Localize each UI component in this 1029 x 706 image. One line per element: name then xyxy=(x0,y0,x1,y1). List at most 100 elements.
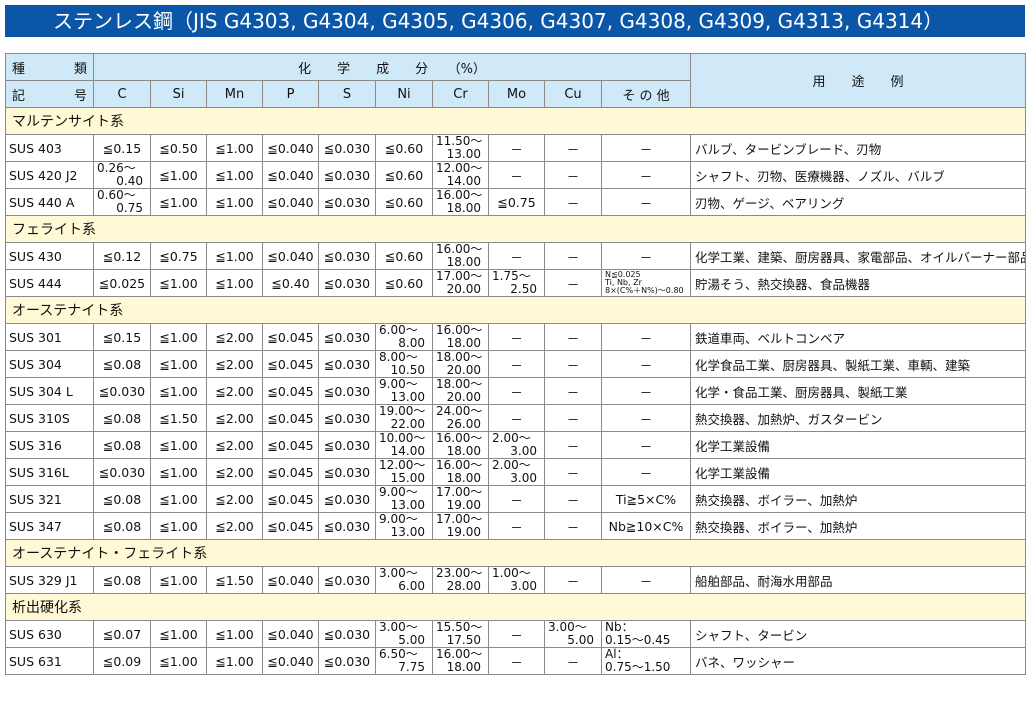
value-cell: ≦0.030 xyxy=(318,377,376,405)
table-row: SUS 310S ≦0.08 ≦1.50 ≦2.00 ≦0.045 ≦0.030 19.00… xyxy=(5,404,1027,432)
grade-cell: SUS 316 xyxy=(5,431,94,459)
range-max: 3.00 xyxy=(510,471,537,485)
range-min: Nb： xyxy=(605,620,634,634)
grade-cell: SUS 321 xyxy=(5,485,94,513)
value-cell: ≦2.00 xyxy=(206,512,263,540)
range-min: 3.00～ xyxy=(379,620,418,634)
value-cell: ≦0.030 xyxy=(318,485,376,513)
range-value: 10.00～ 14.00 xyxy=(379,433,429,458)
grade-cell: SUS 444 xyxy=(5,269,94,297)
note-cell: N≦0.025 Ti, Nb, Zr 8×(C%＋N%)～0.80 xyxy=(600,269,692,297)
range-value: 17.00～ 20.00 xyxy=(436,271,485,296)
range-cell: 19.00～ 22.00 xyxy=(375,404,433,432)
column-header-Cr: Cr xyxy=(432,80,489,108)
range-max: 18.00 xyxy=(446,201,481,215)
table-row: SUS 329 J1 ≦0.08 ≦1.00 ≦1.50 ≦0.040 ≦0.030 3.0… xyxy=(5,566,1027,594)
value-cell: ≦0.025 xyxy=(93,269,151,297)
value-cell: ≦0.030 xyxy=(318,269,376,297)
value-cell: ≦1.00 xyxy=(206,647,263,675)
value-cell: ≦1.00 xyxy=(206,620,263,648)
value-cell: － xyxy=(488,242,545,270)
column-header-Ni: Ni xyxy=(375,80,433,108)
table-row: SUS 420 J2 0.26～ 0.40 ≦1.00 ≦1.00 ≦0.040 ≦0.03… xyxy=(5,161,1027,189)
value-cell: － xyxy=(488,161,545,189)
value-cell: ≦0.030 xyxy=(318,188,376,216)
range-cell: 23.00～ 28.00 xyxy=(432,566,489,594)
grade-cell: SUS 430 xyxy=(5,242,94,270)
value-cell: ≦1.00 xyxy=(150,431,207,459)
value-cell: ≦1.00 xyxy=(206,161,263,189)
range-min: 0.60～ xyxy=(97,188,136,202)
range-cell: 9.00～ 13.00 xyxy=(375,485,433,513)
range-cell: 15.50～ 17.50 xyxy=(432,620,489,648)
value-cell: － xyxy=(600,377,692,405)
grade-label: 記 xyxy=(12,88,26,104)
value-cell: ≦0.15 xyxy=(93,134,151,162)
value-cell: ≦1.00 xyxy=(150,269,207,297)
range-cell: 2.00～ 3.00 xyxy=(488,431,545,459)
section-row: マルテンサイト系 xyxy=(4,107,1027,135)
table-row: SUS 630 ≦0.07 ≦1.00 ≦1.00 ≦0.040 ≦0.030 3.00～ 5… xyxy=(5,620,1027,648)
value-cell: － xyxy=(488,350,545,378)
range-cell: Al： 0.75～1.50 xyxy=(600,647,692,675)
range-max: 18.00 xyxy=(446,444,481,458)
value-cell: ≦0.030 xyxy=(318,566,376,594)
range-max: 28.00 xyxy=(446,579,481,593)
value-cell: ≦0.12 xyxy=(93,242,151,270)
value-cell: ≦0.75 xyxy=(488,188,545,216)
value-cell: － xyxy=(544,377,602,405)
range-max: 20.00 xyxy=(446,390,481,404)
grade-cell: SUS 316L xyxy=(5,458,94,486)
value-cell: ≦0.08 xyxy=(93,350,151,378)
note-line: Ti, Nb, Zr xyxy=(605,278,642,287)
range-min: 18.00～ xyxy=(436,377,483,391)
value-cell: ≦0.045 xyxy=(262,404,319,432)
value-cell: ≦1.00 xyxy=(206,134,263,162)
section-title: オーステナイト・フェライト系 xyxy=(4,539,1027,567)
value-cell: － xyxy=(600,161,692,189)
range-max: 18.00 xyxy=(446,255,481,269)
value-cell: ≦0.045 xyxy=(262,485,319,513)
value-cell: ≦0.030 xyxy=(318,647,376,675)
range-min: 19.00～ xyxy=(379,404,426,418)
range-cell: 18.00～ 20.00 xyxy=(432,350,489,378)
range-value: 1.00～ 3.00 xyxy=(492,568,541,593)
range-cell: Nb： 0.15～0.45 xyxy=(600,620,692,648)
value-cell: － xyxy=(544,134,602,162)
grade-cell: SUS 304 xyxy=(5,350,94,378)
range-value: 16.00～ 18.00 xyxy=(436,649,485,674)
value-cell: ≦0.030 xyxy=(318,458,376,486)
value-cell: － xyxy=(544,161,602,189)
value-cell: － xyxy=(488,404,545,432)
use-cell: バルブ、タービンブレード、刃物 xyxy=(690,134,1027,162)
grade-cell: SUS 420 J2 xyxy=(5,161,94,189)
range-value: 9.00～ 13.00 xyxy=(379,379,429,404)
grade-cell: SUS 630 xyxy=(5,620,94,648)
value-cell: ≦0.40 xyxy=(262,269,319,297)
range-value: 24.00～ 26.00 xyxy=(436,406,485,431)
range-value: 16.00～ 18.00 xyxy=(436,460,485,485)
range-cell: 12.00～ 14.00 xyxy=(432,161,489,189)
value-cell: ≦0.045 xyxy=(262,512,319,540)
range-min: 15.50～ xyxy=(436,620,483,634)
range-value: 6.00～ 8.00 xyxy=(379,325,429,350)
value-cell: － xyxy=(544,647,602,675)
use-cell: 船舶部品、耐海水用部品 xyxy=(690,566,1027,594)
value-cell: ≦0.045 xyxy=(262,323,319,351)
value-cell: ≦0.75 xyxy=(150,242,207,270)
range-cell: 17.00～ 19.00 xyxy=(432,485,489,513)
range-min: 18.00～ xyxy=(436,350,483,364)
range-max: 0.40 xyxy=(116,174,143,188)
section-title: オーステナイト系 xyxy=(4,296,1027,324)
note-line: 8×(C%＋N%)～0.80 xyxy=(605,286,684,295)
use-cell: 熱交換器、加熱炉、ガスタービン xyxy=(690,404,1027,432)
grade-cell: SUS 631 xyxy=(5,647,94,675)
range-min: 0.26～ xyxy=(97,161,136,175)
value-cell: － xyxy=(600,404,692,432)
range-max: 19.00 xyxy=(446,525,481,539)
value-cell: ≦0.030 xyxy=(318,620,376,648)
range-value: 12.00～ 14.00 xyxy=(436,161,485,188)
range-cell: 3.00～ 5.00 xyxy=(375,620,433,648)
range-min: 12.00～ xyxy=(436,161,483,175)
range-max: 19.00 xyxy=(446,498,481,512)
